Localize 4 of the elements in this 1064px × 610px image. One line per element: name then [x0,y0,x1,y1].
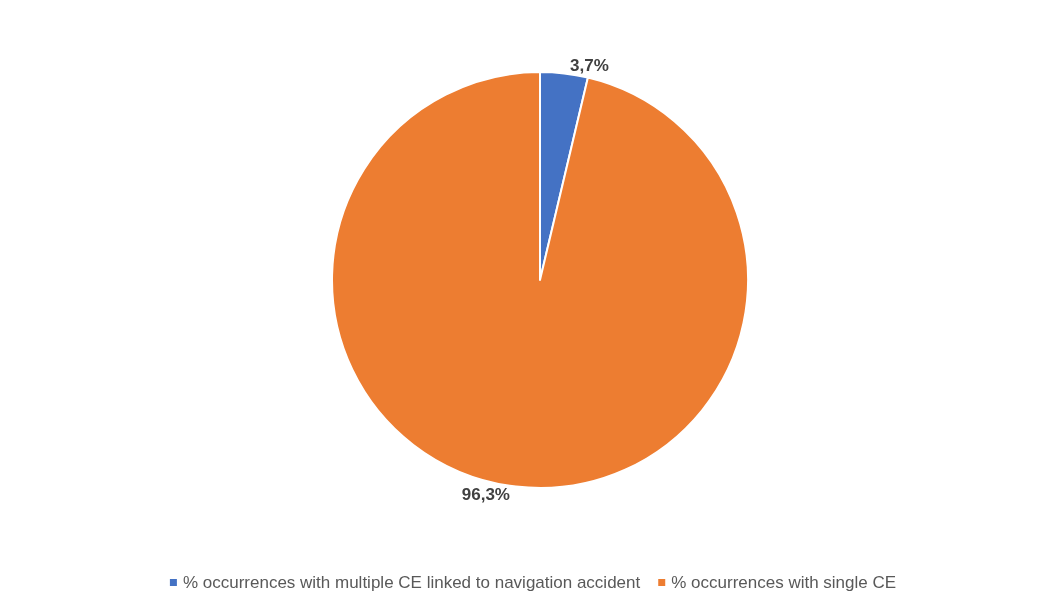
data-label: 3,7% [570,55,609,75]
data-label: 96,3% [461,485,510,505]
legend-label: % occurrences with single CE [671,573,897,592]
legend-label: % occurrences with multiple CE linked to navigation accident [182,573,641,592]
